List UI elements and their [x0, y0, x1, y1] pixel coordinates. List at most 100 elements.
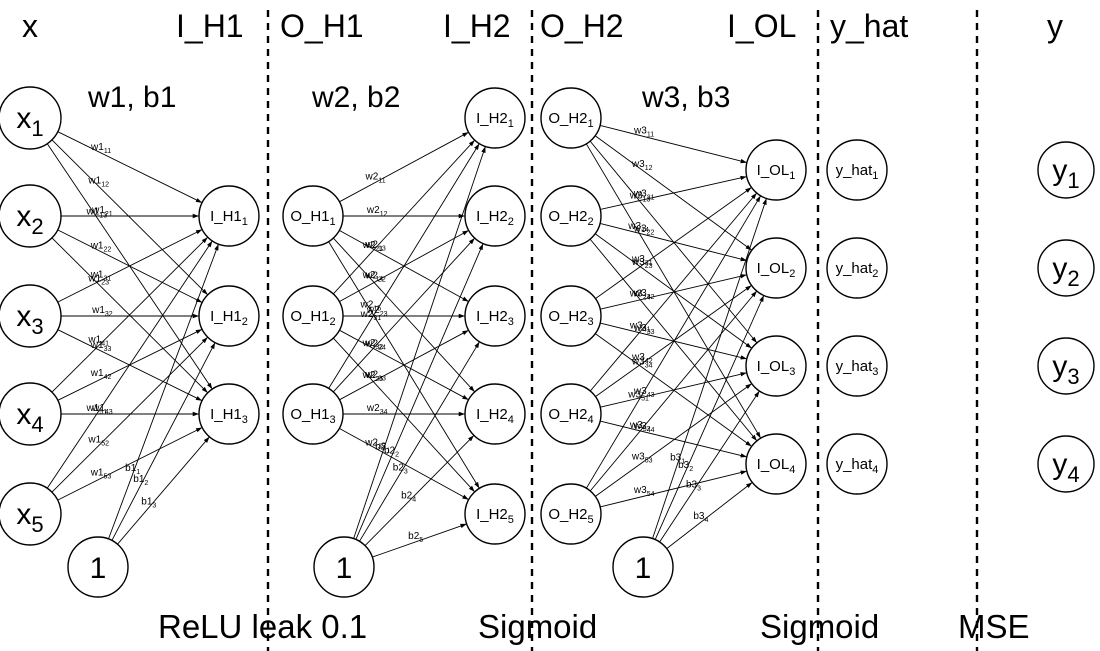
svg-text:O_H23: O_H23 [548, 308, 593, 328]
w2-label-12: w212 [366, 205, 388, 218]
w2-label-32: w232 [362, 338, 384, 351]
svg-text:x1: x1 [16, 102, 43, 141]
w1-edge-3-1 [57, 229, 203, 303]
w1-label-32: w132 [91, 305, 113, 318]
w3-edge-2-1 [600, 175, 747, 210]
svg-text:I_H24: I_H24 [476, 406, 514, 426]
b2-edge-4 [364, 435, 475, 546]
w3-label-44: w344 [633, 421, 655, 434]
node-x-1: x1 [0, 86, 62, 150]
svg-text:I_H13: I_H13 [210, 406, 248, 426]
w3-edge-2-4 [589, 238, 758, 442]
w3-edge-4-2 [595, 285, 752, 397]
svg-text:y3: y3 [1052, 350, 1079, 389]
w3-label-51: w351 [627, 390, 649, 403]
b2-edge-2 [355, 243, 484, 540]
w3-edge-2-3 [594, 233, 753, 349]
svg-text:I_H22: I_H22 [476, 208, 514, 228]
w2-edge-2-1 [332, 139, 476, 295]
b3-label-3: b33 [686, 480, 701, 493]
w1-label-52: w152 [87, 435, 109, 448]
node-y-hat-4: y_hat4 [826, 433, 888, 495]
w2-label-35: w235 [364, 437, 386, 450]
w3-label-34: w334 [631, 356, 653, 369]
node-x-3: x3 [0, 284, 62, 348]
b2-label-2: b22 [384, 446, 399, 459]
node-i-h2-1: I_H21 [464, 87, 526, 149]
svg-text:x3: x3 [16, 300, 43, 339]
svg-text:x4: x4 [16, 398, 43, 437]
w3-label-54: w354 [633, 485, 655, 498]
node-x-2: x2 [0, 184, 62, 248]
b1-edge-1 [108, 243, 219, 540]
bias-node-1: 1 [67, 536, 129, 598]
w1-edge-1-1 [57, 131, 203, 204]
node-i-ol-2: I_OL2 [745, 237, 807, 299]
w1-label-23: w123 [87, 273, 109, 286]
node-i-h2-3: I_H23 [464, 285, 526, 347]
w3-edge-2-2 [599, 222, 748, 262]
w2-edge-3-2 [332, 237, 476, 393]
w3-edge-5-3 [595, 383, 752, 497]
b1-label-2: b12 [133, 474, 148, 487]
edges [46, 124, 767, 558]
bias-node-2: 1 [313, 536, 375, 598]
node-i-ol-3: I_OL3 [745, 335, 807, 397]
node-i-h1-2: I_H12 [198, 285, 260, 347]
w1-label-53: w153 [90, 467, 112, 480]
w3-label-41: w341 [629, 321, 651, 334]
b3-edge-2 [654, 295, 765, 540]
node-x-5: x5 [0, 482, 62, 546]
b1-edge-3 [117, 436, 210, 545]
b2-label-5: b25 [408, 531, 423, 544]
svg-text:I_H25: I_H25 [476, 506, 514, 526]
w2-label-25: w225 [362, 370, 384, 383]
header-y-hat: y_hat [830, 8, 908, 44]
w3-label-52: w352 [629, 420, 651, 433]
svg-text:O_H13: O_H13 [290, 406, 335, 426]
w1-edge-5-2 [51, 336, 209, 493]
b2-label-3: b23 [393, 462, 408, 475]
svg-text:O_H21: O_H21 [548, 110, 593, 130]
w2-label-23: w223 [366, 305, 388, 318]
svg-text:y_hat1: y_hat1 [836, 162, 879, 182]
w1-edge-4-1 [51, 236, 209, 393]
activation-sigmoid-2: Sigmoid [760, 608, 879, 645]
b3-edge-4 [666, 482, 753, 549]
w1-label-43: w143 [91, 403, 113, 416]
param-label-layer2: w2, b2 [311, 81, 400, 114]
header-y: y [1047, 8, 1063, 44]
w2-label-11: w211 [365, 171, 386, 184]
svg-text:I_H21: I_H21 [476, 110, 514, 130]
w3-label-12: w312 [631, 159, 653, 172]
node-y-2: y2 [1037, 239, 1095, 297]
b3-label-1: b31 [670, 453, 685, 466]
w2-edge-1-1 [339, 131, 469, 203]
b2-edge-5 [372, 523, 467, 558]
b2-edge-3 [359, 341, 480, 542]
w2-edge-3-1 [328, 143, 480, 389]
node-o-h2-1: O_H21 [540, 87, 602, 149]
node-i-ol-4: I_OL4 [745, 433, 807, 495]
header-i-h2: I_H2 [443, 8, 511, 44]
header-i-h1: I_H1 [176, 8, 244, 44]
b1-edge-2 [111, 342, 216, 541]
svg-text:I_OL2: I_OL2 [757, 260, 796, 280]
svg-text:O_H11: O_H11 [290, 208, 335, 228]
w2-label-24: w224 [364, 339, 386, 352]
w2-label-31: w231 [360, 309, 382, 322]
node-y-hat-2: y_hat2 [826, 237, 888, 299]
b2-label-1: b21 [375, 441, 390, 454]
header-o-h2: O_H2 [540, 8, 624, 44]
svg-text:y2: y2 [1052, 252, 1079, 291]
svg-text:y4: y4 [1052, 448, 1079, 487]
svg-text:y_hat4: y_hat4 [836, 456, 879, 476]
svg-text:1: 1 [336, 552, 353, 585]
w3-label-11: w311 [633, 126, 654, 139]
w3-label-32: w332 [633, 288, 655, 301]
w3-label-21: w321 [633, 189, 655, 202]
w3-label-23: w323 [631, 257, 653, 270]
w3-edge-5-4 [599, 470, 748, 508]
